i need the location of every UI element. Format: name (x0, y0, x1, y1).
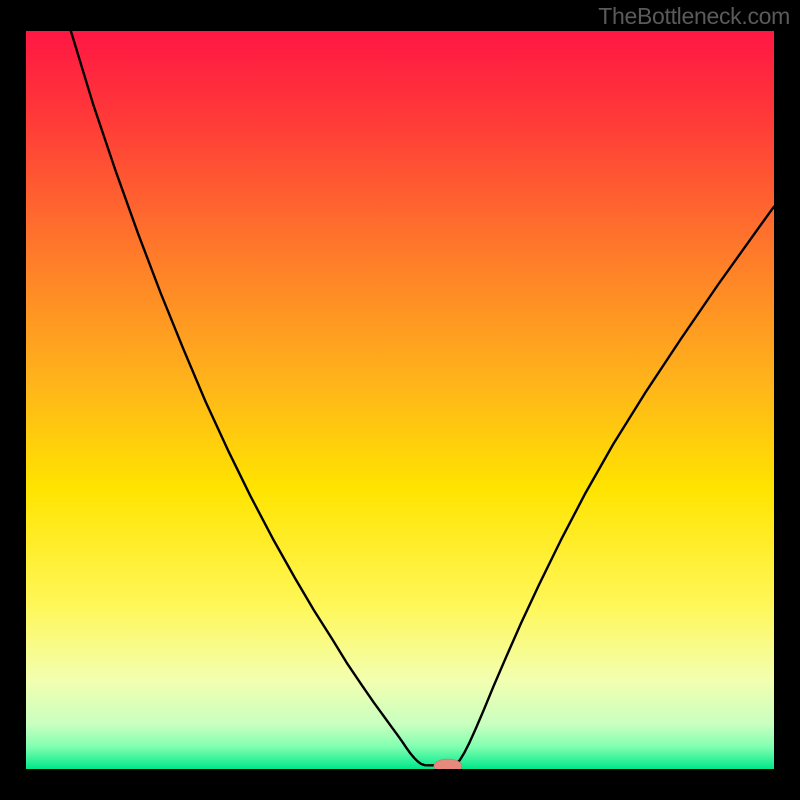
plot-background (26, 31, 774, 769)
watermark-text: TheBottleneck.com (598, 3, 790, 30)
chart-container: TheBottleneck.com (0, 0, 800, 800)
optimum-marker (434, 759, 462, 773)
bottleneck-chart (0, 0, 800, 800)
